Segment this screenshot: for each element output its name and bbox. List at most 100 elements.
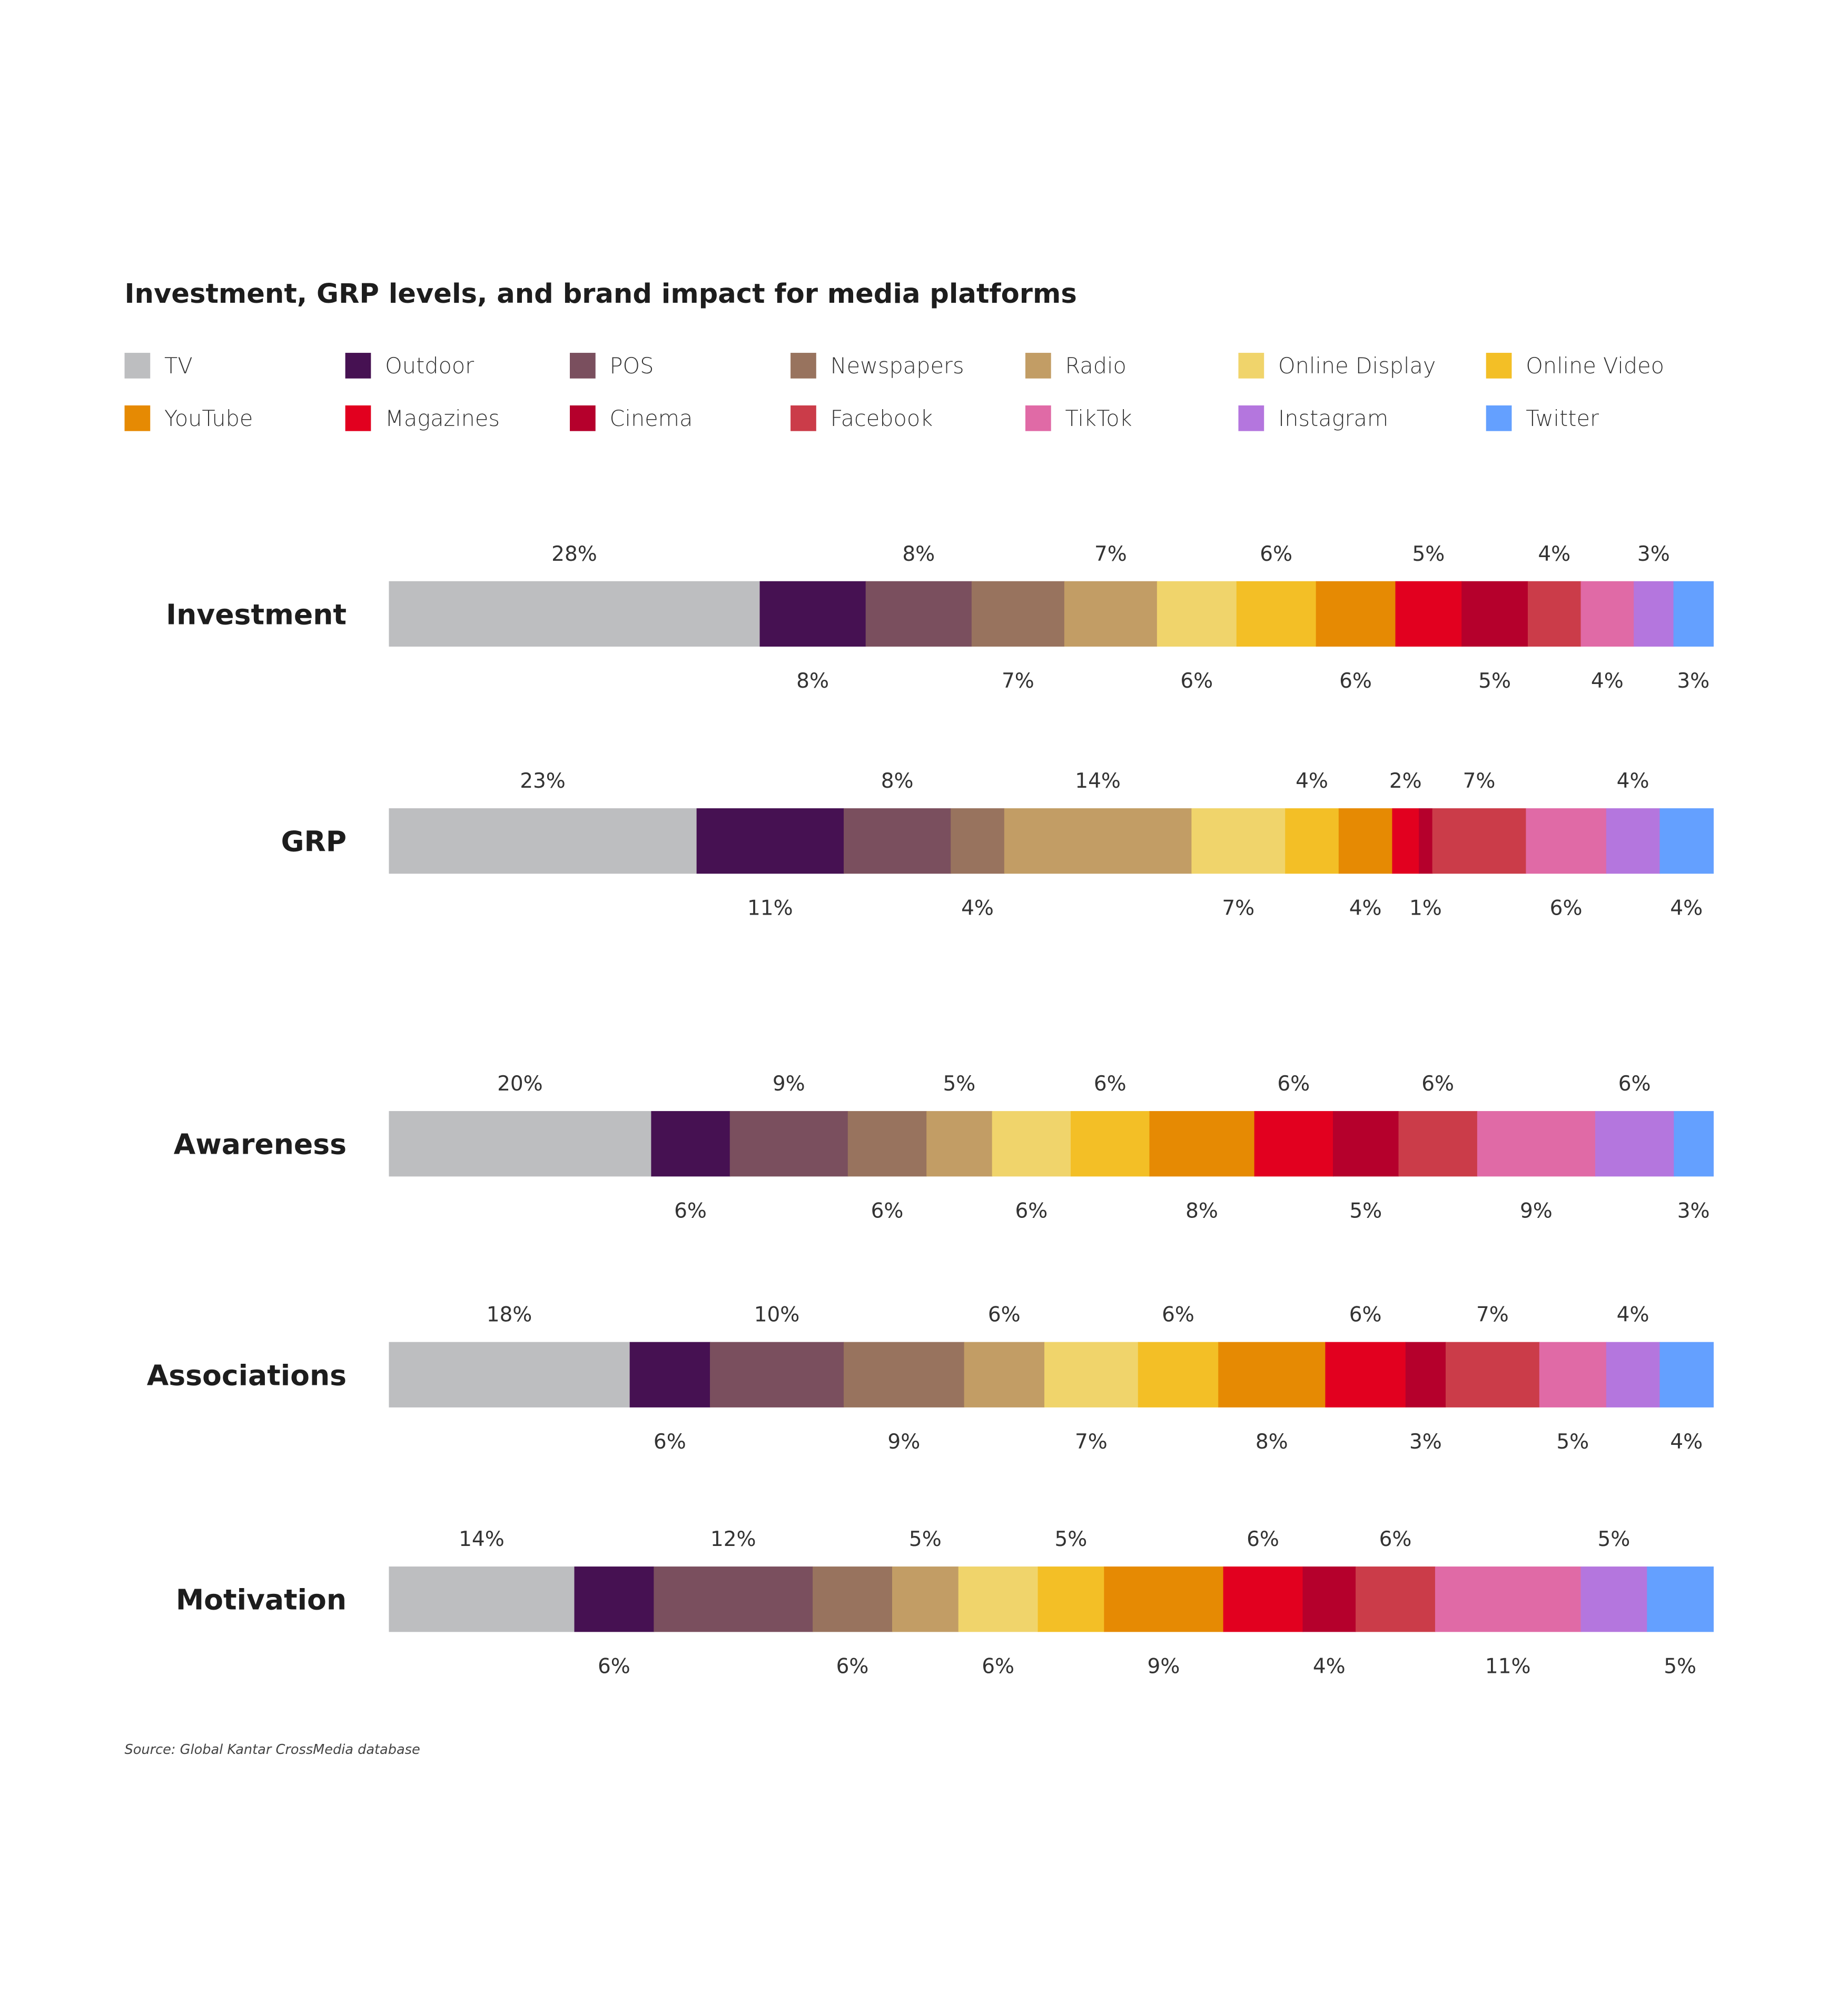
row-label: Motivation (176, 1583, 347, 1617)
data-label: 7% (1094, 542, 1127, 566)
bar-segment-online-display (992, 1111, 1072, 1177)
bar-segment-twitter (1674, 1111, 1714, 1177)
bar-row-awareness: Awareness 20% 6% 9% 6% 5% 6% 6% 8% 6% 5% 6% 9% 6% 3% (174, 1072, 1714, 1223)
legend-label: POS (610, 353, 654, 379)
data-label: 4% (1538, 542, 1570, 566)
bar-segment-cinema (1419, 808, 1433, 874)
bar-segment-online-video (1037, 1566, 1105, 1632)
data-label: 9% (773, 1072, 805, 1096)
bar-segment-outdoor (759, 581, 866, 647)
data-label: 7% (1222, 896, 1254, 920)
legend-swatch (570, 353, 596, 379)
bar-segment-facebook (1356, 1566, 1436, 1632)
data-label: 9% (1148, 1654, 1180, 1678)
bars: Investment 28% 8% 8% 7% 7% 6% 6% 6% 5% 5% 4% 4% 3% 3% G… (147, 542, 1714, 1678)
bar-segment-magazines (1223, 1566, 1303, 1632)
data-label: 1% (1409, 896, 1442, 920)
data-label: 4% (961, 896, 994, 920)
data-label: 8% (902, 542, 935, 566)
bar-segment-newspapers (813, 1566, 893, 1632)
legend: TV Outdoor POS Newspapers Radio Online Displa… (124, 353, 1664, 431)
data-label: 4% (1296, 769, 1328, 793)
legend-item: Radio (1025, 353, 1126, 379)
data-label: 2% (1389, 769, 1422, 793)
data-label: 12% (710, 1528, 756, 1551)
bar-segment-instagram (1606, 1342, 1661, 1407)
data-label: 5% (1349, 1199, 1382, 1223)
bar-segment-pos (844, 808, 952, 874)
data-label: 6% (1550, 896, 1583, 920)
legend-item: Magazines (345, 405, 500, 431)
bar-segment-radio (964, 1342, 1045, 1407)
row-label: Investment (166, 598, 347, 631)
legend-label: Instagram (1278, 406, 1388, 431)
bar-segment-online-video (1236, 581, 1317, 647)
legend-swatch (570, 405, 596, 431)
data-label: 10% (754, 1303, 800, 1327)
data-label: 6% (654, 1430, 686, 1454)
legend-item: YouTube (124, 405, 253, 431)
legend-swatch (124, 353, 151, 379)
legend-swatch (1238, 405, 1264, 431)
bar-segment-magazines (1392, 808, 1420, 874)
row-label: GRP (281, 825, 347, 858)
legend-item: Outdoor (345, 353, 474, 379)
data-label: 6% (1247, 1528, 1279, 1551)
legend-item: TV (124, 353, 193, 379)
bar-segment-radio (892, 1566, 959, 1632)
data-label: 6% (1277, 1072, 1310, 1096)
data-label: 6% (1260, 542, 1292, 566)
data-label: 20% (497, 1072, 543, 1096)
data-label: 3% (1637, 542, 1670, 566)
data-label: 5% (943, 1072, 976, 1096)
bar-segment-radio (926, 1111, 993, 1177)
bar-segment-online-display (1157, 581, 1237, 647)
legend-item: Online Display (1238, 353, 1436, 379)
legend-label: Twitter (1526, 406, 1599, 431)
data-label: 6% (871, 1199, 904, 1223)
data-label: 6% (1379, 1528, 1412, 1551)
bar-segment-radio (1064, 581, 1158, 647)
data-label: 11% (1485, 1654, 1531, 1678)
bar-segment-online-video (1138, 1342, 1219, 1407)
data-label: 9% (887, 1430, 920, 1454)
legend-label: Online Display (1278, 353, 1436, 379)
bar-segment-cinema (1405, 1342, 1446, 1407)
data-label: 14% (459, 1528, 505, 1551)
bar-segment-facebook (1432, 808, 1527, 874)
data-label: 4% (1591, 669, 1624, 693)
legend-label: TikTok (1065, 406, 1132, 431)
data-label: 5% (1412, 542, 1445, 566)
bar-segment-cinema (1302, 1566, 1357, 1632)
bar-segment-instagram (1634, 581, 1674, 647)
data-label: 8% (1256, 1430, 1288, 1454)
data-label: 4% (1670, 1430, 1703, 1454)
bar-segment-online-display (1044, 1342, 1139, 1407)
legend-label: Facebook (831, 406, 933, 431)
data-label: 8% (796, 669, 829, 693)
data-label: 4% (1313, 1654, 1346, 1678)
legend-swatch (1238, 353, 1264, 379)
data-label: 3% (1677, 1199, 1710, 1223)
legend-item: POS (570, 353, 654, 379)
data-label: 5% (909, 1528, 942, 1551)
data-label: 6% (982, 1654, 1014, 1678)
data-label: 3% (1409, 1430, 1442, 1454)
bar-segment-online-video (1071, 1111, 1150, 1177)
data-label: 6% (836, 1654, 869, 1678)
legend-swatch (345, 353, 371, 379)
data-label: 14% (1075, 769, 1121, 793)
bar-segment-tv (389, 581, 760, 647)
bar-segment-newspapers (971, 581, 1065, 647)
bar-segment-youtube (1338, 808, 1393, 874)
legend-label: Magazines (385, 406, 500, 431)
legend-swatch (1025, 405, 1051, 431)
bar-segment-youtube (1149, 1111, 1255, 1177)
legend-item: Cinema (570, 405, 693, 431)
data-label: 4% (1617, 769, 1649, 793)
bar-segment-pos (865, 581, 972, 647)
legend-label: TV (164, 353, 193, 379)
legend-label: Outdoor (385, 353, 474, 379)
bar-segment-magazines (1254, 1111, 1333, 1177)
